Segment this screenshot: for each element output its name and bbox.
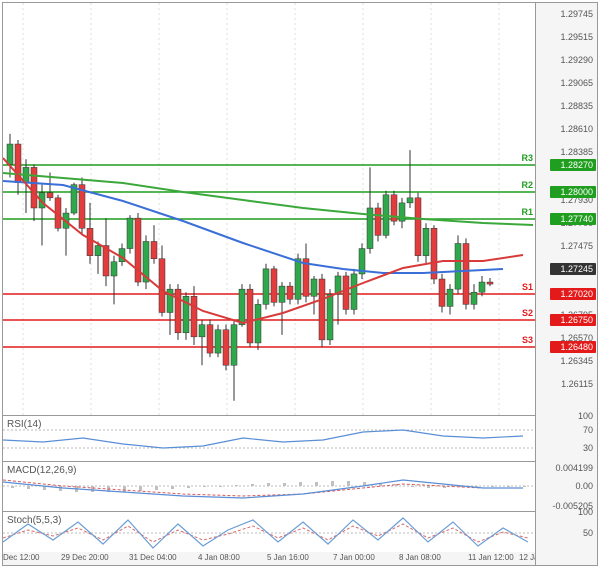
indicator-level: 100: [578, 411, 593, 421]
sr-price-tag: 1.28270: [550, 159, 596, 171]
price-label: 1.29065: [560, 78, 593, 88]
sr-price-tag: 1.27020: [550, 288, 596, 300]
price-axis: 1.29745 1.29515 1.29290 1.29065 1.28835 1.286…: [535, 3, 597, 565]
indicator-level: 0.00: [575, 481, 593, 491]
time-label: 31 Dec 04:00: [129, 553, 177, 562]
time-label: 7 Jan 00:00: [333, 553, 375, 562]
sr-label: R1: [521, 207, 533, 217]
indicator-level: 50: [583, 528, 593, 538]
price-label: 1.29515: [560, 32, 593, 42]
sr-price-tag: 1.26750: [550, 314, 596, 326]
price-label: 1.26115: [561, 379, 593, 389]
price-label: 1.27475: [560, 241, 593, 251]
sr-price-tag: 1.28000: [550, 186, 596, 198]
time-label: 8 Jan 08:00: [399, 553, 441, 562]
current-price-tag: 1.27245: [550, 263, 596, 275]
indicator-level: 30: [583, 443, 593, 453]
sr-label: S1: [522, 282, 533, 292]
time-label: Dec 12:00: [3, 553, 39, 562]
price-label: 1.29290: [560, 55, 593, 65]
sr-label: R3: [521, 153, 533, 163]
sr-label: S2: [522, 308, 533, 318]
sr-label: R2: [521, 180, 533, 190]
time-label: 5 Jan 16:00: [267, 553, 309, 562]
macd-panel[interactable]: MACD(12,26,9): [3, 462, 535, 512]
indicator-level: 0.004199: [555, 463, 593, 473]
price-panel[interactable]: [3, 3, 535, 416]
time-label: 11 Jan 12:00: [468, 553, 514, 562]
time-label: 29 Dec 20:00: [61, 553, 109, 562]
forex-chart[interactable]: RSI(14) MACD(12,26,9) Stoch(5,5,3) Dec 1…: [2, 2, 598, 566]
sr-label: S3: [522, 335, 533, 345]
sr-price-tag: 1.27740: [550, 213, 596, 225]
price-svg: [3, 3, 537, 416]
sr-price-tag: 1.26480: [550, 341, 596, 353]
time-label: 4 Jan 08:00: [198, 553, 240, 562]
rsi-panel[interactable]: RSI(14): [3, 416, 535, 462]
macd-svg: [3, 462, 537, 512]
price-label: 1.28835: [560, 101, 593, 111]
time-axis: Dec 12:00 29 Dec 20:00 31 Dec 04:00 4 Jan 0…: [3, 552, 535, 565]
stoch-svg: [3, 512, 537, 554]
price-label: 1.26345: [560, 356, 593, 366]
rsi-svg: [3, 416, 537, 462]
stoch-panel[interactable]: Stoch(5,5,3): [3, 512, 535, 554]
price-label: 1.28385: [560, 147, 593, 157]
price-label: 1.28610: [560, 124, 593, 134]
indicator-level: 70: [583, 425, 593, 435]
indicator-level: 100: [578, 507, 593, 517]
price-label: 1.29745: [560, 9, 593, 19]
